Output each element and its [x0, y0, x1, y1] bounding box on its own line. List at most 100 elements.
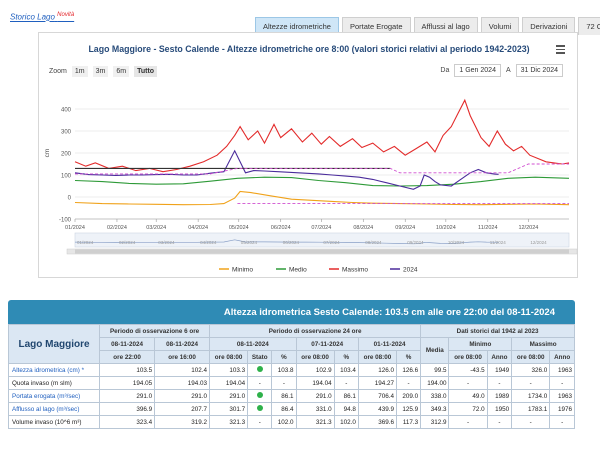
row-label[interactable]: Portata erogata (m³/sec)	[7, 389, 101, 403]
storico-label[interactable]: Storico Lago	[10, 12, 55, 22]
range-from-input[interactable]: 1 Gen 2024	[454, 64, 501, 77]
group-header-6h: Periodo di osservazione 6 ore	[99, 324, 211, 338]
table-cell: -	[511, 376, 551, 390]
tab-altezze-idrometriche[interactable]: Altezze idrometriche	[255, 17, 339, 35]
table-cell: 125.9	[395, 402, 422, 416]
table-cell: 1734.0	[511, 389, 551, 403]
navigator-series	[74, 239, 499, 245]
tab-afflussi-al-lago[interactable]: Afflussi al lago	[413, 17, 478, 35]
table-cell: 291.0	[99, 389, 156, 403]
table-cell: 194.03	[154, 376, 211, 390]
table-cell: 102.0	[271, 415, 297, 429]
table-cell: 94.8	[333, 402, 359, 416]
table-cell: -43.5	[448, 363, 488, 377]
row-label[interactable]: Afflusso al lago (m³/sec)	[7, 402, 101, 416]
navigator-tick-label: 07/2024	[323, 240, 340, 245]
navigator-tick-label: 01/2024	[77, 240, 94, 245]
table-cell: 1989	[486, 389, 513, 403]
zoom-controls: Zoom 1m 3m 6m Tutto	[49, 66, 158, 77]
table-cell: 369.6	[357, 415, 397, 429]
y-tick-label: 100	[61, 174, 72, 180]
table-cell: 102.0	[333, 415, 359, 429]
x-tick-label: 01/2024	[65, 225, 85, 231]
sub-header: Anno	[549, 350, 575, 364]
navigator-tick-label: 09/2024	[407, 240, 424, 245]
navigator-tick-label: 03/2024	[158, 240, 175, 245]
table-cell: 1950	[486, 402, 513, 416]
table-cell: 321.3	[209, 415, 249, 429]
y-tick-label: 0	[68, 196, 72, 202]
status-dot-icon	[256, 392, 263, 398]
y-tick-label: 400	[61, 108, 72, 114]
tab-72-ore[interactable]: 72 Ore	[578, 17, 600, 35]
x-tick-label: 02/2024	[107, 225, 127, 231]
zoom-6m-button[interactable]: 6m	[113, 66, 130, 77]
table-cell: 49.0	[448, 389, 488, 403]
series-line-minimo	[74, 190, 570, 206]
table-cell: 1949	[486, 363, 513, 377]
table-cell: 291.0	[154, 389, 211, 403]
x-tick-label: 10/2024	[436, 225, 456, 231]
table-cell: 319.2	[154, 415, 211, 429]
table-cell: 1783.1	[511, 402, 551, 416]
table-cell: 103.5	[99, 363, 156, 377]
table-cell: 72.0	[448, 402, 488, 416]
sub-header: ore 08:00	[448, 350, 488, 364]
navigator-tick-label: 11/2024	[490, 240, 506, 245]
table-cell: -	[271, 376, 297, 390]
chart-title: Lago Maggiore - Sesto Calende - Altezze …	[88, 44, 530, 54]
table-row: Afflusso al lago (m³/sec) 396.9 207.7 301.7…	[7, 402, 575, 416]
sub-header: Anno	[486, 350, 513, 364]
sub-header: %	[395, 350, 422, 364]
zoom-3m-button[interactable]: 3m	[92, 66, 109, 77]
date-range: Da 1 Gen 2024 A 31 Dic 2024	[440, 64, 563, 77]
navigator-tick-label: 05/2024	[241, 240, 258, 245]
table-cell: 326.0	[511, 363, 551, 377]
novita-badge: Novità	[57, 12, 75, 18]
navigator-tick-label: 08/2024	[365, 240, 382, 245]
table-cell: 194.04	[295, 376, 335, 390]
sub-header: Stato	[247, 350, 273, 364]
y-tick-label: -100	[59, 218, 72, 224]
range-to-input[interactable]: 31 Dic 2024	[515, 64, 563, 77]
table-cell: -	[247, 376, 273, 390]
table-cell: -	[549, 376, 575, 390]
date-header: 08-11-2024	[209, 337, 297, 351]
table-cell: 338.0	[420, 389, 450, 403]
zoom-1m-button[interactable]: 1m	[71, 66, 88, 77]
table-cell: -	[333, 376, 359, 390]
chart-menu-icon[interactable]	[556, 45, 565, 54]
sub-header: %	[271, 350, 297, 364]
tab-portate-erogate[interactable]: Portate Erogate	[341, 17, 411, 35]
table-cell: 706.4	[357, 389, 397, 403]
row-label[interactable]: Altezza idrometrica (cm) *	[7, 363, 101, 377]
y-axis-label: cm	[44, 149, 51, 158]
table-cell: 1963	[549, 389, 575, 403]
date-header: 07-11-2024	[295, 337, 359, 351]
navigator-tick-label: 12/2024	[530, 240, 547, 245]
tab-volumi[interactable]: Volumi	[480, 17, 520, 35]
table-cell: 312.9	[420, 415, 450, 429]
table-cell: 103.3	[209, 363, 249, 377]
sub-header: ore 22:00	[99, 350, 156, 364]
table-cell: 301.7	[209, 402, 249, 416]
y-tick-label: 300	[61, 130, 72, 136]
series-line-massimo	[74, 98, 570, 173]
range-to-label: A	[505, 67, 511, 74]
table-cell: 86.1	[333, 389, 359, 403]
zoom-all-button[interactable]: Tutto	[134, 66, 158, 77]
minimo-header: Minimo	[448, 337, 513, 351]
date-header: 08-11-2024	[99, 337, 156, 351]
table-cell: -	[448, 415, 488, 429]
table-cell: 439.9	[357, 402, 397, 416]
navigator-tick-label: 10/2024	[448, 240, 465, 245]
tab-derivazioni[interactable]: Derivazioni	[522, 17, 576, 35]
table-cell: 331.0	[295, 402, 335, 416]
tab-bar: Altezze idrometriche Portate Erogate Afflu…	[255, 17, 600, 35]
table-cell: 291.0	[209, 389, 249, 403]
navigator-tick-label: 04/2024	[200, 240, 217, 245]
table-cell: 126.6	[395, 363, 422, 377]
table-cell: 1976	[549, 402, 575, 416]
x-tick-label: 11/2024	[478, 225, 497, 231]
storico-lago-link[interactable]: Storico Lago Novità	[10, 12, 74, 22]
